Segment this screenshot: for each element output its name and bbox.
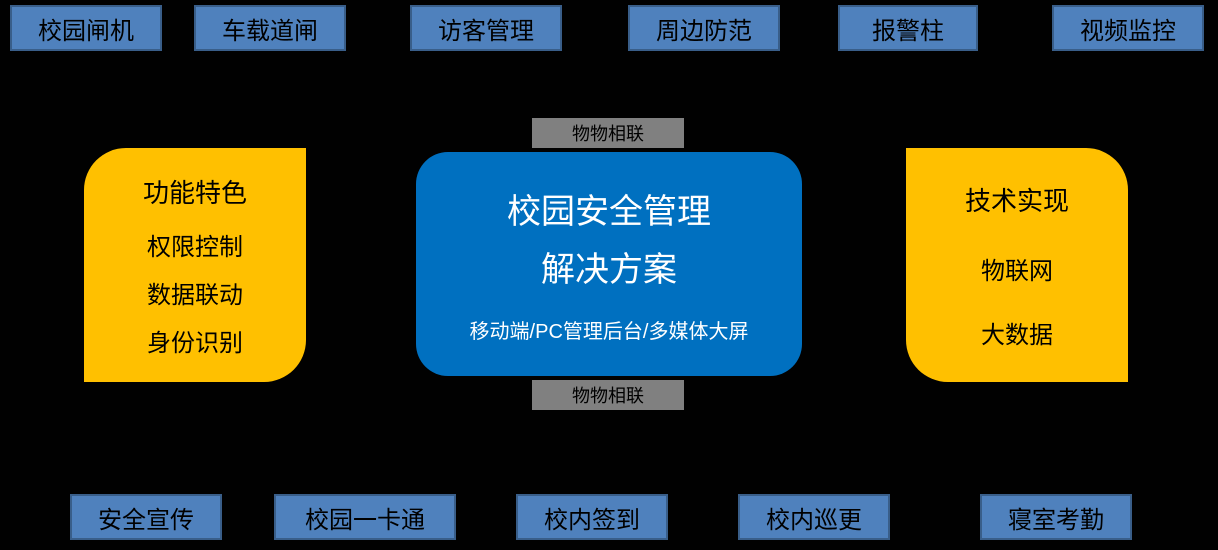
top-box-visitor: 访客管理 [410, 5, 562, 51]
left-panel-item: 身份识别 [147, 323, 243, 358]
center-title-line2: 解决方案 [541, 242, 677, 300]
gray-label-top: 物物相联 [532, 118, 684, 148]
bottom-box-patrol: 校内巡更 [738, 494, 890, 540]
right-panel-title: 技术实现 [965, 181, 1069, 218]
top-box-video: 视频监控 [1052, 5, 1204, 51]
left-panel-title: 功能特色 [143, 173, 247, 210]
bottom-label: 校园一卡通 [305, 500, 425, 535]
left-panel-item: 权限控制 [147, 227, 243, 262]
top-label: 访客管理 [438, 11, 534, 46]
bottom-box-signin: 校内签到 [516, 494, 668, 540]
center-panel: 校园安全管理 解决方案 移动端/PC管理后台/多媒体大屏 [416, 152, 802, 376]
top-box-perimeter: 周边防范 [628, 5, 780, 51]
gray-text: 物物相联 [572, 120, 644, 146]
top-label: 视频监控 [1080, 11, 1176, 46]
right-panel-item: 物联网 [981, 251, 1053, 286]
bottom-label: 寝室考勤 [1008, 500, 1104, 535]
right-panel-item: 大数据 [981, 315, 1053, 350]
center-title-line1: 校园安全管理 [507, 184, 711, 242]
left-panel-item: 数据联动 [147, 275, 243, 310]
bottom-label: 校内签到 [544, 500, 640, 535]
center-subtitle: 移动端/PC管理后台/多媒体大屏 [470, 315, 749, 344]
top-box-campus-gate: 校园闸机 [10, 5, 162, 51]
gray-text: 物物相联 [572, 382, 644, 408]
top-label: 周边防范 [656, 11, 752, 46]
top-box-alarm: 报警柱 [838, 5, 978, 51]
bottom-box-safety: 安全宣传 [70, 494, 222, 540]
bottom-box-card: 校园一卡通 [274, 494, 456, 540]
top-label: 报警柱 [872, 11, 944, 46]
bottom-label: 校内巡更 [766, 500, 862, 535]
bottom-label: 安全宣传 [98, 500, 194, 535]
bottom-box-dorm: 寝室考勤 [980, 494, 1132, 540]
right-panel: 技术实现 物联网 大数据 [906, 148, 1128, 382]
top-label: 车载道闸 [222, 11, 318, 46]
gray-label-bottom: 物物相联 [532, 380, 684, 410]
left-panel: 功能特色 权限控制 数据联动 身份识别 [84, 148, 306, 382]
top-box-vehicle-gate: 车载道闸 [194, 5, 346, 51]
top-label: 校园闸机 [38, 11, 134, 46]
